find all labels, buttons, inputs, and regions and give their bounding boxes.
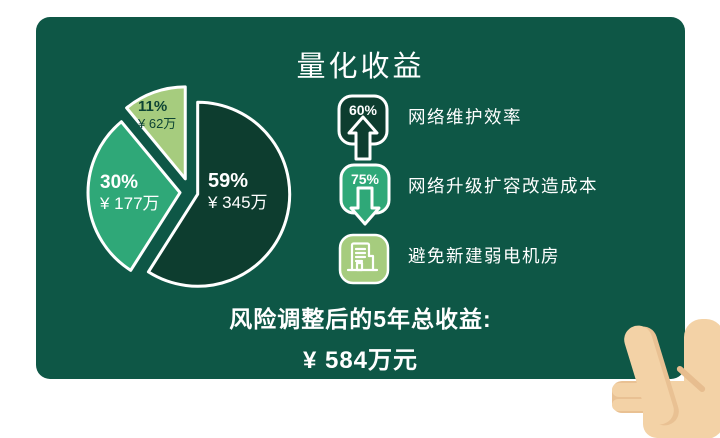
building-icon	[346, 242, 379, 272]
pie-slice-30	[86, 120, 182, 272]
metric-label-avoid-room: 避免新建弱电机房	[408, 246, 560, 266]
pie-slice-11	[125, 85, 187, 181]
pie-slice-59	[146, 100, 292, 288]
up-arrow-icon	[347, 115, 379, 161]
page-title: 量化收益	[296, 51, 425, 83]
pie-chart-svg	[86, 85, 292, 288]
pie-amount-59: ¥ 345万	[208, 193, 268, 212]
pie-label-59: 59% ¥ 345万	[208, 170, 268, 213]
pie-amount-11: ¥ 62万	[138, 116, 177, 132]
building-badge-icon	[338, 233, 390, 285]
pie-amount-30: ¥ 177万	[100, 193, 160, 213]
arrow-down-badge-icon: 75%	[339, 163, 391, 226]
metric-label-maintenance: 网络维护效率	[408, 107, 522, 127]
badge-60-text: 60%	[349, 102, 378, 118]
benefits-pie-chart: 59% ¥ 345万 30% ¥ 177万 11% ¥ 62万	[80, 82, 300, 302]
pie-percent-59: 59%	[208, 170, 249, 192]
pie-label-30: 30% ¥ 177万	[100, 172, 160, 214]
pie-percent-30: 30%	[100, 172, 139, 193]
hand-thumb	[624, 325, 679, 426]
down-arrow-icon	[349, 186, 381, 226]
badge-building-box	[338, 233, 390, 285]
summary-total-amount: ¥ 584万元	[302, 347, 419, 374]
arrow-up-badge-icon: 60%	[337, 94, 389, 161]
badge-75-text: 75%	[351, 171, 380, 187]
pie-label-11: 11% ¥ 62万	[138, 98, 176, 134]
summary-block: 风险调整后的5年总收益: ¥ 584万元	[36, 300, 685, 375]
pie-percent-11: 11%	[138, 98, 168, 115]
metric-label-upgrade-cost: 网络升级扩容改造成本	[408, 176, 598, 196]
summary-line1: 风险调整后的5年总收益:	[229, 306, 492, 332]
slide-card: 量化收益 59% ¥ 345万 30% ¥ 177万 11% ¥ 62万 60%…	[36, 17, 685, 379]
hand-illustration	[612, 319, 720, 438]
